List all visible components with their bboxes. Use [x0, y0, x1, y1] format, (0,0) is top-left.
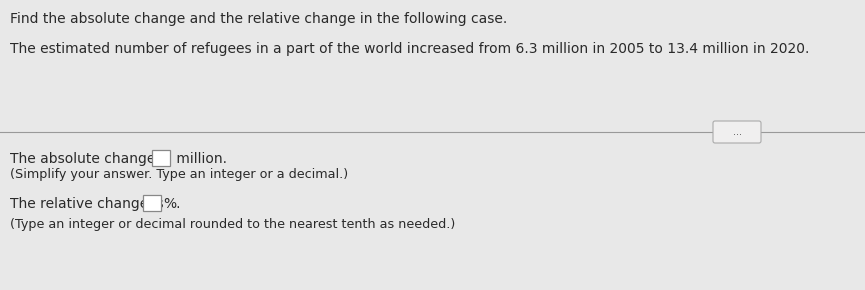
Text: (Simplify your answer. Type an integer or a decimal.): (Simplify your answer. Type an integer o…	[10, 168, 348, 181]
Text: %.: %.	[163, 197, 181, 211]
Text: The absolute change is: The absolute change is	[10, 152, 175, 166]
FancyBboxPatch shape	[713, 121, 761, 143]
Text: million.: million.	[172, 152, 227, 166]
Text: ...: ...	[733, 127, 741, 137]
Bar	[152, 150, 170, 166]
Bar	[143, 195, 161, 211]
Text: (Type an integer or decimal rounded to the nearest tenth as needed.): (Type an integer or decimal rounded to t…	[10, 218, 455, 231]
Text: The estimated number of refugees in a part of the world increased from 6.3 milli: The estimated number of refugees in a pa…	[10, 42, 810, 56]
Text: Find the absolute change and the relative change in the following case.: Find the absolute change and the relativ…	[10, 12, 507, 26]
Text: The relative change is: The relative change is	[10, 197, 168, 211]
